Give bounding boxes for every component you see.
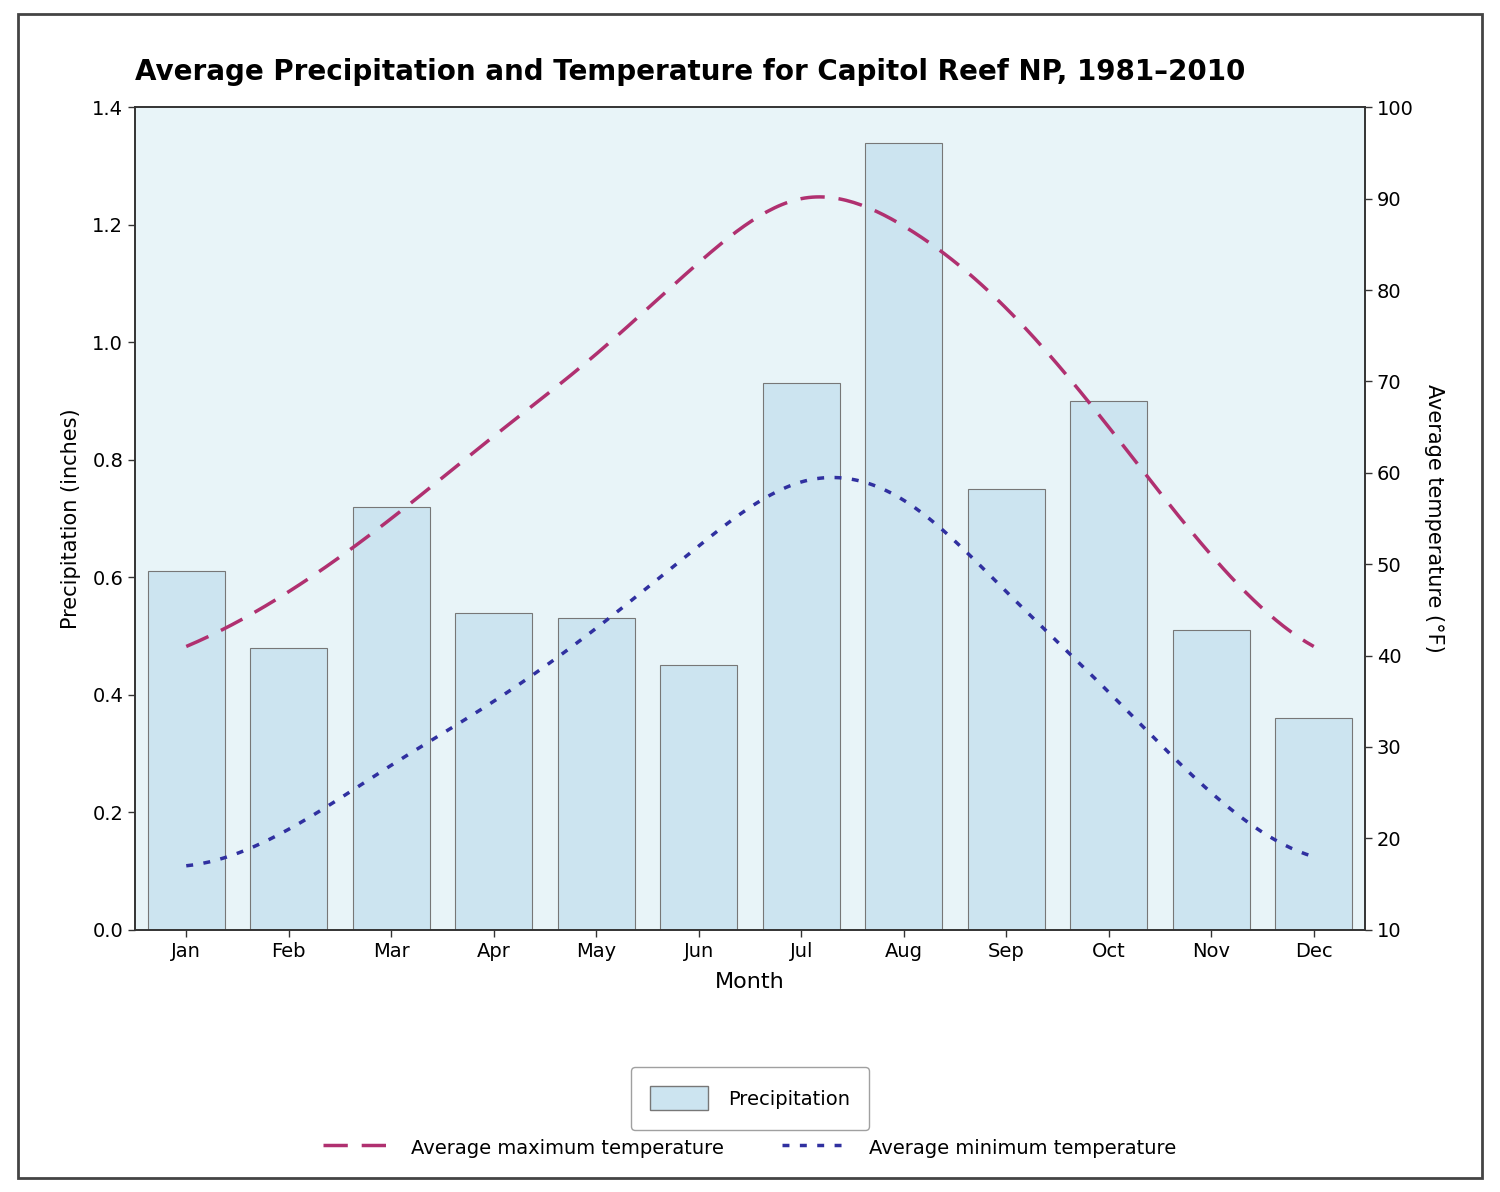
Legend: Average maximum temperature, Average minimum temperature: Average maximum temperature, Average min… xyxy=(304,1117,1196,1179)
Bar xyxy=(251,647,327,930)
Bar xyxy=(148,571,225,930)
Bar xyxy=(1275,719,1352,930)
Bar xyxy=(968,489,1044,930)
Bar xyxy=(352,507,429,930)
Bar xyxy=(1071,401,1148,930)
Bar xyxy=(865,143,942,930)
Bar xyxy=(558,619,634,930)
Bar xyxy=(1173,631,1250,930)
Bar xyxy=(456,613,532,930)
Bar xyxy=(660,665,736,930)
Bar xyxy=(764,384,840,930)
Text: Average Precipitation and Temperature for Capitol Reef NP, 1981–2010: Average Precipitation and Temperature fo… xyxy=(135,57,1245,86)
Y-axis label: Average temperature (°F): Average temperature (°F) xyxy=(1424,384,1444,653)
Y-axis label: Precipitation (inches): Precipitation (inches) xyxy=(62,408,81,629)
X-axis label: Month: Month xyxy=(716,971,784,992)
